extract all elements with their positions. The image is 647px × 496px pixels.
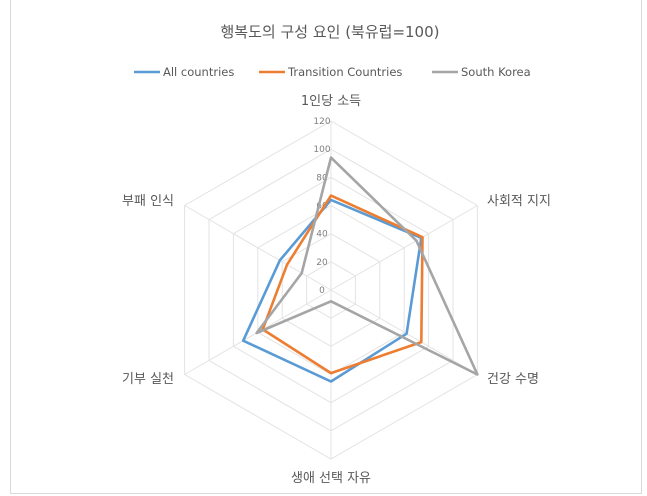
tick-label: 80 <box>316 173 328 183</box>
axis-label-income: 1인당 소득 <box>301 94 361 109</box>
radar-grid <box>184 120 478 460</box>
grid-spoke <box>330 289 478 375</box>
radial-tick-labels: 0 20 40 60 80 100 120 <box>313 117 330 296</box>
axis-label-generosity: 기부 실천 <box>122 372 174 387</box>
tick-label: 20 <box>316 258 328 268</box>
legend-label-transition-countries: Transition Countries <box>287 65 402 79</box>
legend-label-all-countries: All countries <box>163 65 234 79</box>
tick-label: 100 <box>313 145 330 155</box>
series-line-transition-countries <box>261 194 424 375</box>
chart-frame <box>10 0 642 494</box>
chart-title: 행복도의 구성 요인 (북유럽=100) <box>220 23 439 41</box>
tick-label: 120 <box>313 117 330 127</box>
tick-label: 40 <box>316 230 328 240</box>
grid-spoke <box>184 205 332 291</box>
axis-label-life-choices: 생애 선택 자유 <box>291 471 371 486</box>
grid-spoke <box>330 205 478 291</box>
tick-label: 0 <box>319 286 325 296</box>
legend-label-south-korea: South Korea <box>461 65 531 79</box>
axis-label-healthy-life: 건강 수명 <box>487 372 539 387</box>
legend: All countries Transition Countries South… <box>134 65 531 79</box>
data-series <box>241 156 479 383</box>
axis-label-corruption: 부패 인식 <box>122 194 174 209</box>
series-line-south-korea <box>255 156 479 376</box>
axis-label-social-support: 사회적 지지 <box>487 194 551 209</box>
tick-label: 60 <box>316 202 328 212</box>
